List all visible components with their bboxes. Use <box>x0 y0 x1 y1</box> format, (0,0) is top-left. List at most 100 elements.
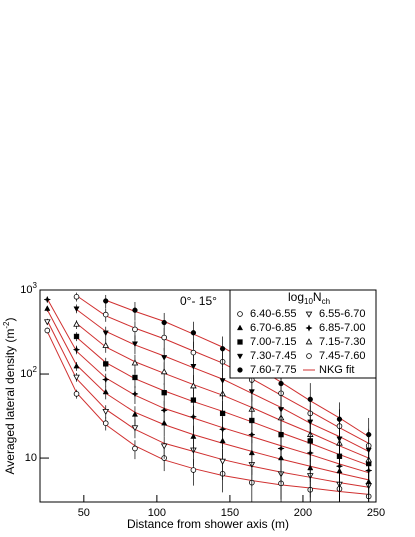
marker <box>132 307 138 313</box>
y-tick-label: 103 <box>20 281 37 296</box>
marker <box>161 355 168 361</box>
marker <box>305 338 313 345</box>
legend-box <box>229 289 377 379</box>
marker <box>161 319 167 326</box>
marker <box>102 330 109 337</box>
y-label-close: ) <box>3 318 17 322</box>
marker <box>73 391 80 397</box>
marker <box>160 368 168 375</box>
marker <box>366 431 372 438</box>
marker <box>237 339 243 345</box>
marker <box>278 380 284 387</box>
marker <box>72 345 81 354</box>
marker <box>102 408 110 416</box>
y-tick-base: 10 <box>25 452 37 464</box>
marker <box>160 443 168 450</box>
legend-label: 6.70-6.85 <box>250 322 296 334</box>
marker <box>161 390 167 396</box>
marker <box>103 298 109 304</box>
y-tick-base: 10 <box>20 284 32 296</box>
marker <box>190 467 197 473</box>
marker <box>43 295 52 304</box>
plot-frame <box>39 289 377 503</box>
marker <box>103 361 109 367</box>
fit-line <box>46 309 369 481</box>
fit-line <box>46 331 369 495</box>
marker <box>102 341 110 348</box>
legend-title-log: log <box>288 290 304 304</box>
marker <box>160 406 169 415</box>
marker <box>132 445 138 452</box>
marker <box>131 341 139 348</box>
marker <box>101 375 110 384</box>
marker <box>305 311 313 318</box>
marker <box>131 425 139 432</box>
marker <box>73 374 80 381</box>
fit-line <box>46 298 369 474</box>
marker <box>237 311 243 317</box>
marker <box>73 333 80 340</box>
marker <box>102 311 109 318</box>
marker <box>305 324 313 332</box>
y-label-text: Averaged lateral density (m <box>3 329 17 475</box>
y-tick-label: 102 <box>20 365 37 380</box>
legend-label: 7.15-7.30 <box>319 336 365 348</box>
marker <box>219 346 226 352</box>
marker <box>43 319 51 326</box>
marker <box>44 327 51 334</box>
marker <box>131 411 139 417</box>
x-tick-label: 100 <box>148 507 166 519</box>
annotation: 0°- 15° <box>180 294 217 308</box>
legend-label: 7.45-7.60 <box>319 350 365 362</box>
marker <box>132 374 138 381</box>
marker <box>190 349 197 356</box>
plot-area <box>43 292 373 502</box>
marker <box>336 416 343 422</box>
marker <box>307 396 313 402</box>
marker <box>190 433 197 439</box>
x-tick-label: 250 <box>367 507 385 519</box>
marker <box>73 362 80 369</box>
marker <box>73 293 80 300</box>
legend-label: NKG fit <box>319 364 354 376</box>
marker <box>132 326 138 333</box>
marker <box>237 367 243 373</box>
marker <box>189 412 198 421</box>
y-tick-label: 10 <box>25 452 37 464</box>
marker <box>306 353 312 359</box>
marker <box>236 353 244 360</box>
legend-label: 6.55-6.70 <box>319 308 365 320</box>
marker <box>190 382 197 389</box>
legend-label: 6.40-6.55 <box>250 308 296 320</box>
y-tick-exponent: 2 <box>33 365 38 374</box>
y-tick-base: 10 <box>20 368 32 380</box>
legend-title-n: N <box>313 290 322 304</box>
marker <box>190 330 197 336</box>
marker <box>102 420 109 426</box>
legend-label: 7.60-7.75 <box>250 364 296 376</box>
y-label-exponent: -2 <box>2 321 11 329</box>
marker <box>131 359 139 366</box>
x-tick-label: 50 <box>78 507 90 519</box>
marker <box>73 306 80 313</box>
y-tick-exponent: 3 <box>33 281 38 290</box>
legend-label: 7.30-7.45 <box>250 350 296 362</box>
legend-title: log10Nch <box>288 290 330 306</box>
fit-line <box>46 320 369 488</box>
marker <box>236 324 244 331</box>
legend-title-sub: 10 <box>304 297 313 306</box>
legend-title-sub2: ch <box>322 297 330 306</box>
marker <box>73 320 80 327</box>
marker <box>219 458 226 465</box>
marker <box>161 334 167 341</box>
marker <box>44 305 51 311</box>
legend-label: 7.00-7.15 <box>250 336 296 348</box>
x-tick-label: 200 <box>294 507 312 519</box>
marker <box>131 390 139 398</box>
x-tick-label: 150 <box>221 507 239 519</box>
marker <box>102 388 109 395</box>
x-axis-label: Distance from shower axis (m) <box>127 517 289 531</box>
y-axis-label: Averaged lateral density (m-2) <box>2 318 17 475</box>
legend-label: 6.85-7.00 <box>319 322 365 334</box>
